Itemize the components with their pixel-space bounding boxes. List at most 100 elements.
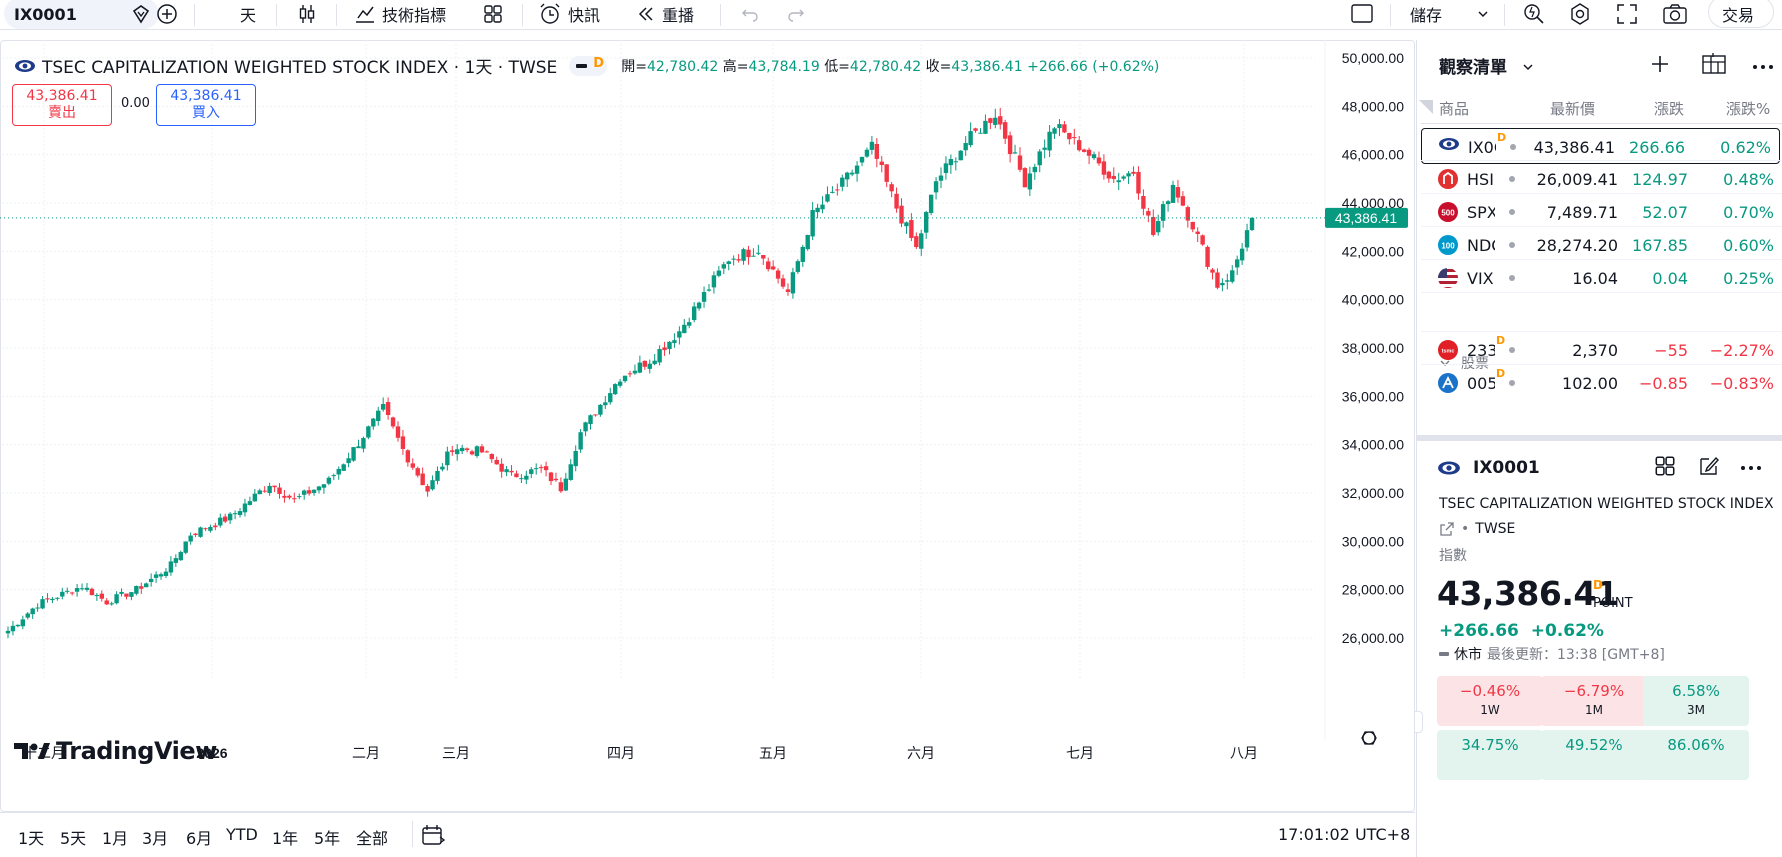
- ohlc-values: 開=42,780.42 高=43,784.19 低=42,780.42 收=43…: [621, 58, 1160, 75]
- range-button-3[interactable]: 3月: [142, 829, 169, 848]
- candle-body: [914, 236, 919, 248]
- performance-cell[interactable]: −6.79% 1M: [1541, 676, 1647, 726]
- fullscreen-icon[interactable]: [1616, 0, 1638, 28]
- layout-box-icon[interactable]: [1350, 0, 1374, 28]
- candle-body: [672, 340, 677, 344]
- candle-body: [825, 194, 830, 202]
- watchlist-chevron-down-icon[interactable]: [1521, 60, 1535, 78]
- candle-body: [617, 381, 623, 386]
- timeframe-bar: 1天 5天 1月 3月 6月 YTD 1年 5年 全部 17:01:02 UTC+8: [0, 812, 1415, 857]
- symbol-name[interactable]: IX0001: [14, 4, 77, 24]
- perf-value: 49.52%: [1565, 736, 1623, 754]
- trade-button[interactable]: 交易: [1722, 6, 1755, 25]
- performance-cell[interactable]: −0.46% 1W: [1437, 676, 1543, 726]
- candle-body: [232, 513, 238, 515]
- details-header: IX0001: [1437, 458, 1540, 478]
- candle-body: [637, 362, 643, 373]
- range-button-5[interactable]: YTD: [226, 825, 258, 844]
- details-symbol[interactable]: IX0001: [1473, 458, 1540, 478]
- performance-cell[interactable]: 86.06%: [1643, 730, 1749, 780]
- performance-cell[interactable]: 34.75%: [1437, 730, 1543, 780]
- save-button[interactable]: 儲存: [1410, 6, 1443, 25]
- edit-note-icon[interactable]: [1697, 454, 1721, 482]
- quick-search-icon[interactable]: [1522, 0, 1546, 28]
- tradingview-logo[interactable]: TradingView: [14, 737, 217, 765]
- col-symbol[interactable]: 商品: [1439, 100, 1470, 118]
- candle-body: [134, 585, 139, 594]
- candle-body: [415, 468, 420, 476]
- spread-value: 0.00: [121, 96, 150, 111]
- range-button-0[interactable]: 1天: [18, 829, 45, 848]
- range-button-4[interactable]: 6月: [186, 829, 213, 848]
- candle-body: [144, 583, 149, 588]
- col-change[interactable]: 漲跌: [1654, 100, 1685, 118]
- watchlist-row[interactable]: 500 SPX 7,489.71 52.07 0.70%: [1421, 194, 1782, 230]
- advanced-view-icon[interactable]: [1701, 52, 1727, 80]
- candle-body: [1017, 155, 1023, 170]
- details-more-icon[interactable]: [1739, 461, 1763, 476]
- alert-button[interactable]: 快訊: [538, 0, 600, 28]
- candle-body: [662, 347, 667, 351]
- range-button-6[interactable]: 1年: [272, 829, 299, 848]
- range-button-1[interactable]: 5天: [60, 829, 87, 848]
- range-button-7[interactable]: 5年: [314, 829, 341, 848]
- add-symbol-plus-icon[interactable]: [1649, 53, 1671, 79]
- market-status-pill[interactable]: D: [569, 55, 608, 76]
- watchlist-row[interactable]: VIX 16.04 0.04 0.25%: [1421, 260, 1782, 296]
- watchlist-title[interactable]: 觀察清單: [1439, 58, 1507, 78]
- undo-icon[interactable]: [740, 0, 760, 28]
- add-symbol-icon[interactable]: [156, 0, 178, 28]
- watchlist-row[interactable]: 100 NDQ 28,274.20 167.85 0.60%: [1421, 227, 1782, 263]
- interval-button[interactable]: 天: [240, 6, 257, 25]
- calendar-goto-icon[interactable]: [420, 823, 446, 851]
- compare-icon[interactable]: [130, 0, 152, 28]
- indicators-button[interactable]: 技術指標: [354, 0, 446, 28]
- row-symbol: NDQ: [1467, 236, 1495, 255]
- watchlist-row[interactable]: 005(D 102.00 −0.85 −0.83%: [1421, 365, 1782, 401]
- collapse-handle[interactable]: [1415, 711, 1423, 733]
- candle-body: [573, 450, 578, 467]
- layouts-icon[interactable]: [482, 0, 504, 28]
- candle-body: [711, 275, 717, 288]
- candle-body: [1220, 282, 1225, 286]
- replay-button[interactable]: 重播: [636, 0, 694, 28]
- candle-body: [509, 470, 514, 473]
- candle-body: [1239, 248, 1245, 261]
- camera-icon[interactable]: [1662, 0, 1688, 28]
- watchlist-row[interactable]: HSI 26,009.41 124.97 0.48%: [1421, 161, 1782, 197]
- candle-body: [124, 593, 129, 597]
- col-last[interactable]: 最新價: [1550, 100, 1596, 118]
- svg-text:tsmc: tsmc: [1442, 349, 1455, 355]
- watchlist-row[interactable]: IX0CD 43,386.41 266.66 0.62%: [1421, 128, 1780, 164]
- chart-pane[interactable]: [0, 40, 1415, 812]
- redo-icon[interactable]: [786, 0, 806, 28]
- settings-icon[interactable]: [1568, 0, 1592, 28]
- symbol-search[interactable]: [4, 0, 159, 29]
- buy-button[interactable]: 43,386.41 買入: [156, 84, 256, 126]
- candle-body: [361, 438, 366, 449]
- candle-body: [99, 593, 104, 599]
- save-menu-chevron-down-icon[interactable]: [1476, 0, 1490, 28]
- candle-body: [1160, 204, 1166, 221]
- candle-body: [1081, 149, 1087, 152]
- price-chart[interactable]: 50,000.00 48,000.00 46,000.00 44,000.00 42,0…: [0, 40, 1415, 812]
- performance-cell[interactable]: 6.58% 3M: [1643, 676, 1749, 726]
- range-button-2[interactable]: 1月: [102, 829, 129, 848]
- performance-cell[interactable]: 49.52%: [1541, 730, 1647, 780]
- candle-body: [622, 375, 628, 382]
- watchlist-more-icon[interactable]: [1751, 60, 1775, 75]
- range-button-8[interactable]: 全部: [356, 829, 389, 848]
- col-change-pct[interactable]: 漲跌%: [1726, 100, 1771, 118]
- chart-title: TSEC CAPITALIZATION WEIGHTED STOCK INDEX…: [42, 58, 558, 78]
- candles-icon[interactable]: [296, 0, 318, 28]
- panel-divider[interactable]: [1416, 435, 1782, 441]
- candle-body: [938, 175, 944, 181]
- chart-settings-gear-icon-outline[interactable]: [1361, 731, 1377, 745]
- candle-body: [203, 528, 208, 530]
- watchlist-row[interactable]: tsmc 233(D 2,370 −55 −2.27%: [1421, 332, 1782, 368]
- clock-timezone[interactable]: 17:01:02 UTC+8: [1278, 825, 1411, 844]
- sell-button[interactable]: 43,386.41 賣出: [12, 84, 112, 126]
- details-exchange[interactable]: • TWSE: [1439, 521, 1515, 537]
- candle-body: [237, 511, 243, 515]
- details-layout-icon[interactable]: [1653, 454, 1677, 482]
